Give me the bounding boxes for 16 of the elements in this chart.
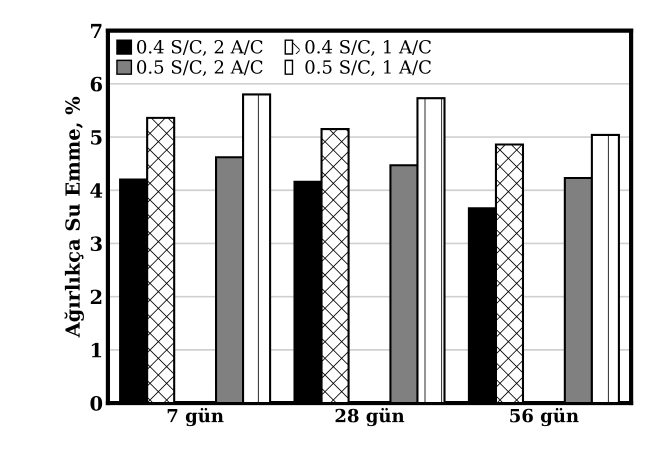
y-tick-label: 6 bbox=[90, 76, 102, 92]
y-tick-label: 4 bbox=[90, 183, 102, 198]
y-tick-label: 7 bbox=[91, 24, 102, 38]
y-tick-label: 1 bbox=[92, 342, 102, 358]
y-tick-label: 3 bbox=[90, 236, 102, 252]
legend-label: 0.4 S/C, 1 A/C bbox=[305, 40, 431, 56]
y-tick-label: 0 bbox=[90, 396, 102, 411]
x-tick-label: 56 gün bbox=[510, 408, 579, 426]
x-tick-label: 7 gün bbox=[168, 408, 224, 426]
x-tick-label: 28 gün bbox=[336, 408, 404, 426]
y-tick-label: 2 bbox=[90, 290, 102, 304]
y-tick-label: 5 bbox=[91, 130, 102, 145]
legend-label: 0.5 S/C, 1 A/C bbox=[305, 60, 431, 76]
legend-label: 0.5 S/C, 2 A/C bbox=[137, 60, 263, 76]
y-axis-title: Ağırlıkça Su Emme, % bbox=[64, 96, 84, 338]
legend-label: 0.4 S/C, 2 A/C bbox=[137, 40, 263, 56]
